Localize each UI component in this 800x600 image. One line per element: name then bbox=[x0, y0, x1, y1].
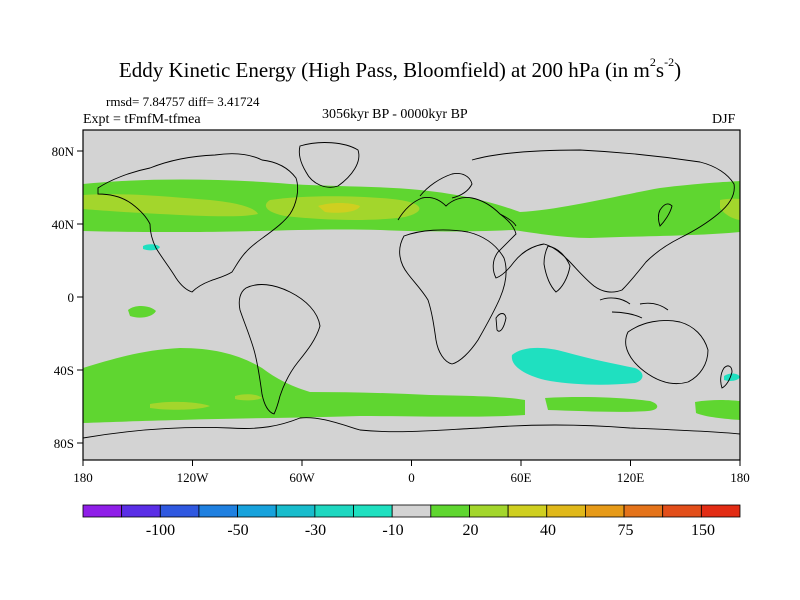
colorbar-label-20: 20 bbox=[463, 522, 479, 539]
lon-label-180-west: 180 bbox=[73, 470, 93, 485]
contour-fields bbox=[83, 179, 740, 423]
colorbar-box bbox=[391, 504, 432, 518]
rmsd-diff-label: rmsd= 7.84757 diff= 3.41724 bbox=[106, 94, 260, 109]
coast-greenland bbox=[298, 142, 360, 188]
sh-storm-track-green-indian bbox=[545, 397, 658, 412]
colorbar-box bbox=[314, 504, 354, 518]
colorbar-label-40: 40 bbox=[540, 522, 556, 539]
colorbar-box bbox=[700, 504, 741, 518]
lat-label-40s: 40S bbox=[54, 363, 74, 378]
green-patch-tropical-pacific bbox=[128, 305, 156, 318]
lon-label-60e: 60E bbox=[511, 470, 532, 485]
coast-australia bbox=[625, 320, 709, 385]
coast-scandinavia bbox=[419, 173, 473, 199]
colorbar-label-minus-100: -100 bbox=[146, 522, 175, 539]
colorbar-box bbox=[159, 504, 200, 518]
longitude-labels: 180 120W 60W 0 60E 120E 180 bbox=[73, 470, 750, 485]
colorbar-box bbox=[82, 504, 123, 518]
lon-label-60w: 60W bbox=[289, 470, 315, 485]
coast-new-zealand bbox=[720, 365, 733, 389]
lat-label-0: 0 bbox=[68, 290, 75, 305]
lon-label-0: 0 bbox=[408, 470, 415, 485]
colorbar-labels: -100 -50 -30 -10 20 40 75 150 bbox=[146, 522, 715, 539]
cyan-patch-north-pacific bbox=[143, 244, 160, 251]
nh-storm-track-yellowgreen-west bbox=[83, 194, 258, 217]
lat-label-80n: 80N bbox=[52, 144, 75, 159]
lon-label-120e: 120E bbox=[617, 470, 645, 485]
colorbar-box bbox=[623, 504, 664, 518]
coast-asia bbox=[471, 149, 735, 293]
colorbar-label-minus-30: -30 bbox=[305, 522, 326, 539]
lat-label-80s: 80S bbox=[54, 436, 74, 451]
sh-storm-track-green-southwest-pacific bbox=[695, 400, 740, 420]
colorbar-label-75: 75 bbox=[618, 522, 634, 539]
lon-label-180-east: 180 bbox=[730, 470, 750, 485]
map-title: Eddy Kinetic Energy (High Pass, Bloomfie… bbox=[0, 55, 800, 83]
cyan-patch-new-zealand bbox=[724, 373, 740, 381]
colorbar-box bbox=[121, 504, 161, 518]
lat-label-40n: 40N bbox=[52, 217, 75, 232]
nh-storm-track-yellow-core bbox=[318, 203, 360, 213]
nh-storm-track-yellowgreen-pacific bbox=[720, 198, 740, 220]
coastlines bbox=[83, 142, 740, 439]
period-label: 3056kyr BP - 0000kyr BP bbox=[322, 107, 468, 122]
colorbar-box bbox=[546, 504, 586, 518]
sh-storm-track-yellowgreen-2 bbox=[235, 394, 262, 401]
lon-label-120w: 120W bbox=[177, 470, 210, 485]
latitude-labels: 80N 40N 0 40S 80S bbox=[52, 144, 75, 451]
coast-madagascar bbox=[495, 313, 507, 332]
colorbar-label-minus-10: -10 bbox=[382, 522, 403, 539]
coast-africa bbox=[399, 229, 507, 365]
axis-ticks bbox=[77, 150, 741, 466]
colorbar-box bbox=[237, 504, 277, 518]
title-sup-1: 2 bbox=[649, 55, 656, 69]
colorbar-box bbox=[430, 504, 470, 518]
cyan-region-south-indian bbox=[511, 347, 643, 385]
title-unit-s: s bbox=[655, 58, 665, 82]
colorbar-box bbox=[198, 504, 238, 518]
coast-antarctica bbox=[83, 417, 740, 439]
colorbar-label-150: 150 bbox=[691, 522, 715, 539]
colorbar-box bbox=[585, 504, 625, 518]
coast-north-america bbox=[97, 153, 299, 293]
sh-storm-track-yellowgreen-1 bbox=[150, 401, 210, 410]
title-close: ) bbox=[674, 58, 682, 82]
coast-japan bbox=[658, 203, 673, 227]
experiment-label: Expt = tFmfM-tfmea bbox=[83, 112, 201, 127]
colorbar-label-minus-50: -50 bbox=[227, 522, 248, 539]
coast-indonesia bbox=[599, 297, 669, 319]
season-label: DJF bbox=[712, 112, 736, 127]
colorbar-box bbox=[469, 504, 509, 518]
colorbar-box bbox=[507, 504, 548, 518]
colorbar-box bbox=[662, 504, 702, 518]
title-main: Eddy Kinetic Energy (High Pass, Bloomfie… bbox=[118, 58, 650, 82]
colorbar-box bbox=[353, 504, 393, 518]
coast-india bbox=[543, 245, 571, 293]
title-sup-2: -2 bbox=[664, 55, 675, 69]
colorbar-box bbox=[275, 504, 316, 518]
coast-south-america bbox=[238, 284, 321, 415]
colorbar bbox=[82, 504, 741, 518]
